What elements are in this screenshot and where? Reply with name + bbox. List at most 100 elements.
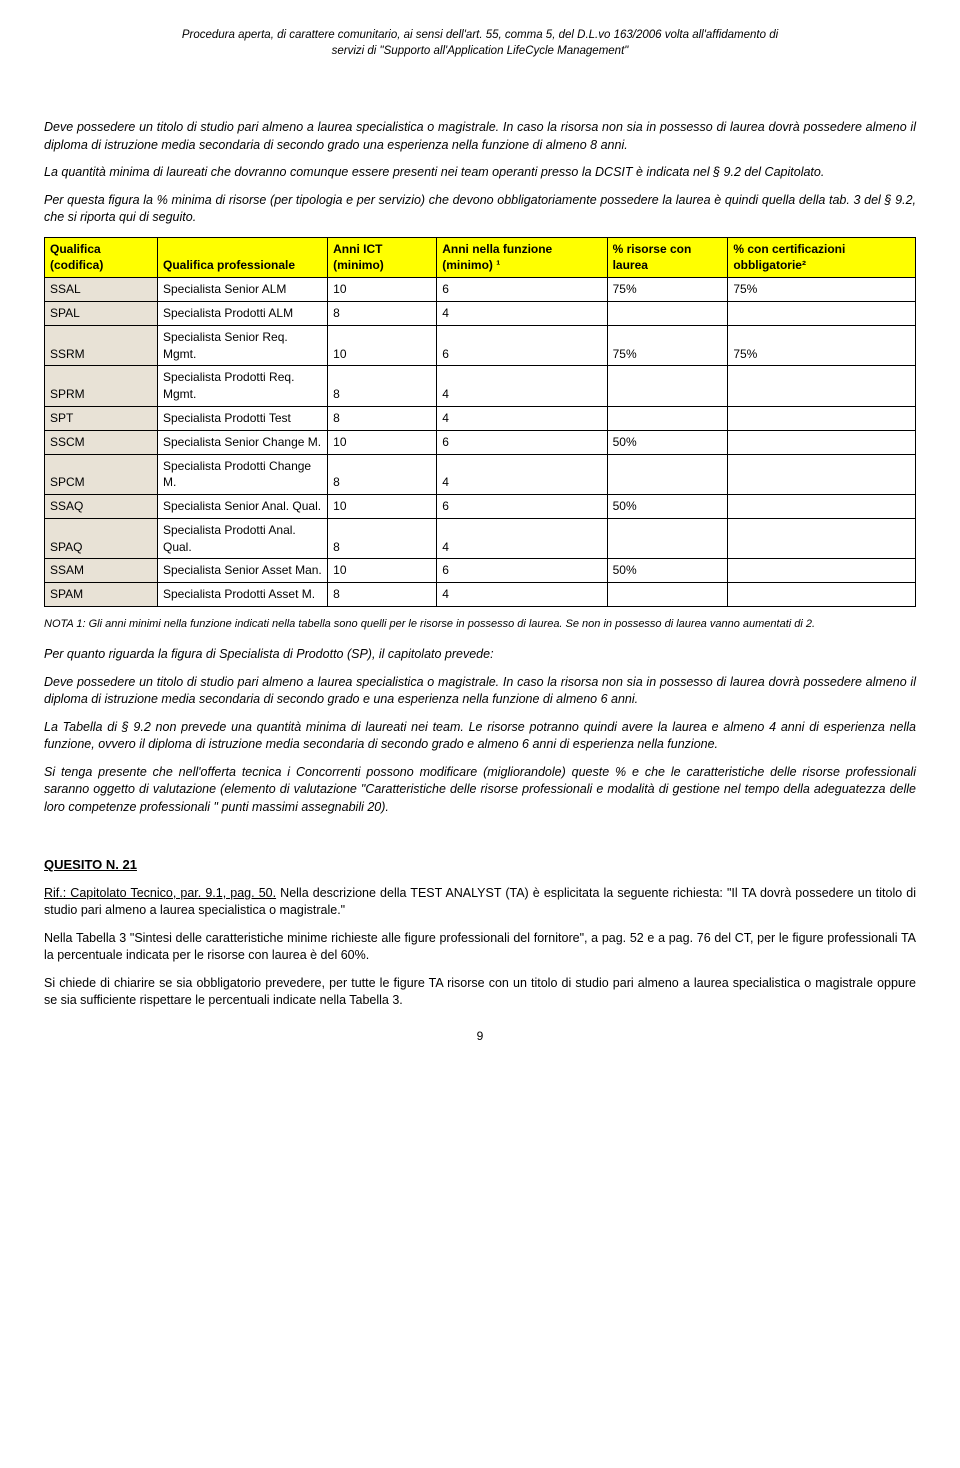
table-row: SPCMSpecialista Prodotti Change M.84 bbox=[45, 454, 916, 495]
cell-prof: Specialista Senior Change M. bbox=[158, 430, 328, 454]
quesito-paragraph-1: Rif.: Capitolato Tecnico, par. 9.1, pag.… bbox=[44, 885, 916, 920]
table-row: SSCMSpecialista Senior Change M.10650% bbox=[45, 430, 916, 454]
document-header: Procedura aperta, di carattere comunitar… bbox=[44, 28, 916, 59]
cell-code: SSAL bbox=[45, 278, 158, 302]
cell-funz: 4 bbox=[437, 454, 607, 495]
cell-funz: 6 bbox=[437, 495, 607, 519]
cell-cert bbox=[728, 430, 916, 454]
cell-code: SPAM bbox=[45, 583, 158, 607]
cell-prof: Specialista Senior Req. Mgmt. bbox=[158, 325, 328, 366]
cell-code: SPCM bbox=[45, 454, 158, 495]
paragraph-4: Per quanto riguarda la figura di Special… bbox=[44, 646, 916, 664]
cell-code: SSAQ bbox=[45, 495, 158, 519]
table-row: SPALSpecialista Prodotti ALM84 bbox=[45, 301, 916, 325]
quesito-heading: QUESITO N. 21 bbox=[44, 856, 916, 874]
cell-ict: 10 bbox=[328, 559, 437, 583]
paragraph-7: Si tenga presente che nell'offerta tecni… bbox=[44, 764, 916, 817]
cell-cert: 75% bbox=[728, 325, 916, 366]
cell-cert: 75% bbox=[728, 278, 916, 302]
cell-prof: Specialista Prodotti Asset M. bbox=[158, 583, 328, 607]
cell-prof: Specialista Prodotti Test bbox=[158, 406, 328, 430]
cell-prof: Specialista Prodotti Anal. Qual. bbox=[158, 518, 328, 559]
cell-laurea bbox=[607, 366, 728, 407]
cell-ict: 10 bbox=[328, 495, 437, 519]
cell-prof: Specialista Senior Anal. Qual. bbox=[158, 495, 328, 519]
cell-cert bbox=[728, 454, 916, 495]
paragraph-3: Per questa figura la % minima di risorse… bbox=[44, 192, 916, 227]
cell-code: SPAL bbox=[45, 301, 158, 325]
cell-ict: 8 bbox=[328, 518, 437, 559]
cell-laurea bbox=[607, 518, 728, 559]
table-row: SSAQSpecialista Senior Anal. Qual.10650% bbox=[45, 495, 916, 519]
quesito-reference: Rif.: Capitolato Tecnico, par. 9.1, pag.… bbox=[44, 886, 276, 900]
cell-ict: 8 bbox=[328, 454, 437, 495]
col-risorse-laurea: % risorse con laurea bbox=[607, 237, 728, 278]
cell-laurea: 50% bbox=[607, 430, 728, 454]
cell-code: SSCM bbox=[45, 430, 158, 454]
cell-funz: 6 bbox=[437, 278, 607, 302]
header-line-1: Procedura aperta, di carattere comunitar… bbox=[182, 29, 778, 41]
col-anni-funzione: Anni nella funzione (minimo) ¹ bbox=[437, 237, 607, 278]
cell-prof: Specialista Prodotti ALM bbox=[158, 301, 328, 325]
cell-ict: 10 bbox=[328, 278, 437, 302]
paragraph-1: Deve possedere un titolo di studio pari … bbox=[44, 119, 916, 154]
paragraph-6: La Tabella di § 9.2 non prevede una quan… bbox=[44, 719, 916, 754]
cell-cert bbox=[728, 366, 916, 407]
cell-code: SSAM bbox=[45, 559, 158, 583]
qualifications-table: Qualifica (codifica) Qualifica professio… bbox=[44, 237, 916, 608]
cell-cert bbox=[728, 406, 916, 430]
cell-cert bbox=[728, 495, 916, 519]
cell-prof: Specialista Senior ALM bbox=[158, 278, 328, 302]
cell-laurea: 50% bbox=[607, 559, 728, 583]
table-row: SPAMSpecialista Prodotti Asset M.84 bbox=[45, 583, 916, 607]
cell-cert bbox=[728, 559, 916, 583]
col-codifica: Qualifica (codifica) bbox=[45, 237, 158, 278]
cell-ict: 8 bbox=[328, 583, 437, 607]
quesito-paragraph-3: Si chiede di chiarire se sia obbligatori… bbox=[44, 975, 916, 1010]
cell-laurea bbox=[607, 406, 728, 430]
cell-prof: Specialista Prodotti Change M. bbox=[158, 454, 328, 495]
table-row: SPAQSpecialista Prodotti Anal. Qual.84 bbox=[45, 518, 916, 559]
cell-cert bbox=[728, 583, 916, 607]
cell-laurea: 75% bbox=[607, 325, 728, 366]
cell-cert bbox=[728, 301, 916, 325]
paragraph-2: La quantità minima di laureati che dovra… bbox=[44, 164, 916, 182]
cell-cert bbox=[728, 518, 916, 559]
cell-prof: Specialista Senior Asset Man. bbox=[158, 559, 328, 583]
cell-funz: 4 bbox=[437, 518, 607, 559]
cell-laurea bbox=[607, 454, 728, 495]
cell-laurea: 50% bbox=[607, 495, 728, 519]
cell-funz: 6 bbox=[437, 430, 607, 454]
cell-laurea: 75% bbox=[607, 278, 728, 302]
table-row: SPRMSpecialista Prodotti Req. Mgmt.84 bbox=[45, 366, 916, 407]
header-line-2: servizi di "Supporto all'Application Lif… bbox=[332, 45, 629, 57]
cell-funz: 4 bbox=[437, 301, 607, 325]
table-header-row: Qualifica (codifica) Qualifica professio… bbox=[45, 237, 916, 278]
cell-ict: 8 bbox=[328, 301, 437, 325]
quesito-paragraph-2: Nella Tabella 3 "Sintesi delle caratteri… bbox=[44, 930, 916, 965]
col-anni-ict: Anni ICT (minimo) bbox=[328, 237, 437, 278]
table-row: SSRMSpecialista Senior Req. Mgmt.10675%7… bbox=[45, 325, 916, 366]
cell-code: SPT bbox=[45, 406, 158, 430]
cell-laurea bbox=[607, 301, 728, 325]
table-row: SSALSpecialista Senior ALM10675%75% bbox=[45, 278, 916, 302]
cell-funz: 4 bbox=[437, 583, 607, 607]
col-professionale: Qualifica professionale bbox=[158, 237, 328, 278]
cell-ict: 8 bbox=[328, 406, 437, 430]
cell-funz: 4 bbox=[437, 366, 607, 407]
cell-funz: 6 bbox=[437, 559, 607, 583]
cell-ict: 10 bbox=[328, 430, 437, 454]
cell-funz: 4 bbox=[437, 406, 607, 430]
table-row: SSAMSpecialista Senior Asset Man.10650% bbox=[45, 559, 916, 583]
cell-ict: 8 bbox=[328, 366, 437, 407]
cell-code: SPAQ bbox=[45, 518, 158, 559]
paragraph-5: Deve possedere un titolo di studio pari … bbox=[44, 674, 916, 709]
col-certificazioni: % con certificazioni obbligatorie² bbox=[728, 237, 916, 278]
cell-funz: 6 bbox=[437, 325, 607, 366]
cell-ict: 10 bbox=[328, 325, 437, 366]
cell-code: SPRM bbox=[45, 366, 158, 407]
table-row: SPTSpecialista Prodotti Test84 bbox=[45, 406, 916, 430]
cell-laurea bbox=[607, 583, 728, 607]
cell-prof: Specialista Prodotti Req. Mgmt. bbox=[158, 366, 328, 407]
table-footnote: NOTA 1: Gli anni minimi nella funzione i… bbox=[44, 617, 916, 632]
